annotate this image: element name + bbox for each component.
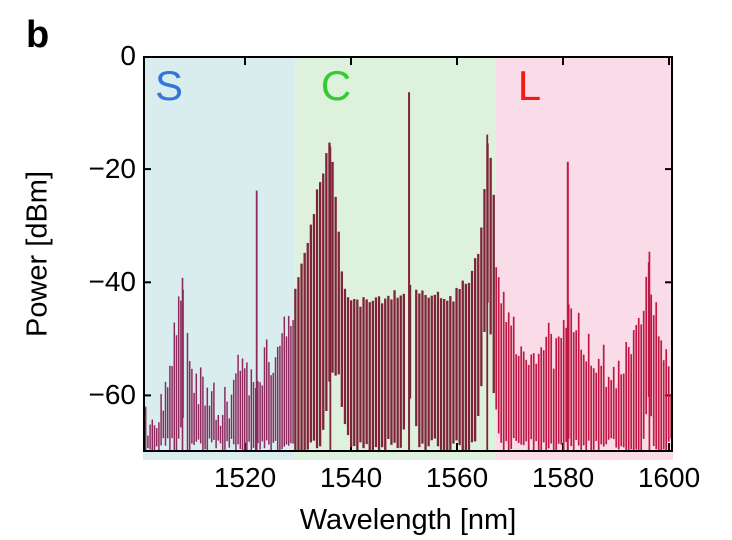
spike-1596.3nm [648,251,651,452]
x-tick-label: 1560 [425,462,489,493]
spike-1565.7nm [486,134,489,452]
plot-svg [143,56,673,460]
x-tick-label: 1580 [531,462,595,493]
y-axis-title: Power [dBm] [21,171,54,337]
x-tick-label: 1540 [319,462,383,493]
band-s-label: S [155,62,184,109]
y-tick-label: 0 [120,40,136,71]
spectrum-trace-s-band [144,289,294,452]
plot-frame [143,56,673,452]
band-backgrounds [143,56,673,460]
spectral-spikes [181,92,651,453]
x-tick-label: 1520 [213,462,277,493]
band-l-label: L [517,62,542,109]
x-axis-title: Wavelength [nm] [299,504,517,536]
spike-1550.95nm [408,92,411,452]
panel-label: b [26,14,50,56]
x-tick-label: 1600 [637,462,701,493]
spike-1580.9nm [566,161,569,453]
spike-1508.2nm [181,277,184,452]
y-tick-label: −40 [88,266,137,298]
spike-1536.1nm [329,146,332,452]
y-tick-label: −60 [88,379,137,411]
band-c-label: C [320,62,352,109]
spectrum-trace-c-band [294,142,495,452]
y-tick-label: −20 [88,153,137,185]
spike-1522.2nm [255,190,258,452]
